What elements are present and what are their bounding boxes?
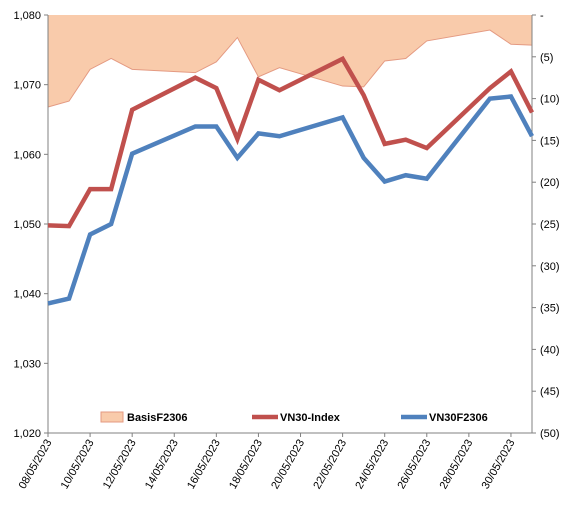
- y-left-tick-label: 1,050: [13, 219, 41, 231]
- x-tick-label: 10/05/2023: [59, 438, 97, 492]
- y-left-tick-label: 1,020: [13, 428, 41, 440]
- legend: BasisF2306 VN30-Index VN30F2306: [100, 411, 488, 424]
- x-tick-label: 16/05/2023: [185, 438, 223, 492]
- vn30-index-line: [47, 55, 535, 229]
- x-tick-label: 18/05/2023: [227, 438, 265, 492]
- legend-label-vn30-index: VN30-Index: [280, 412, 341, 424]
- basis-area-fill: [48, 15, 532, 107]
- y-right-tick-label: (5): [540, 52, 553, 64]
- y-left-tick-labels: 1,020 1,030 1,040 1,050 1,060 1,070 1,080: [13, 10, 41, 440]
- basis-area-edge: [47, 29, 533, 108]
- y-right-tick-label: (15): [540, 135, 560, 147]
- x-tick-label: 20/05/2023: [269, 438, 307, 492]
- y-right-tick-label: -: [540, 10, 544, 22]
- y-left-tick-label: 1,060: [13, 149, 41, 161]
- y-left-tick-label: 1,040: [13, 289, 41, 301]
- x-tick-label: 28/05/2023: [438, 438, 476, 492]
- x-tick-label: 14/05/2023: [143, 438, 181, 492]
- x-tick-label: 24/05/2023: [353, 438, 391, 492]
- x-tick-label: 22/05/2023: [311, 438, 349, 492]
- vn30f2306-line: [47, 94, 534, 306]
- y-right-tick-label: (45): [540, 386, 560, 398]
- y-right-tick-label: (40): [540, 344, 560, 356]
- y-right-tick-label: (10): [540, 94, 560, 106]
- legend-label-basisf2306: BasisF2306: [127, 412, 188, 424]
- y-left-tick-label: 1,070: [13, 80, 41, 92]
- x-tick-label: 30/05/2023: [480, 438, 518, 492]
- y-right-tick-label: (25): [540, 219, 560, 231]
- x-tick-label: 08/05/2023: [17, 438, 55, 492]
- legend-swatch-basisf2306: [100, 411, 124, 423]
- y-left-tick-label: 1,030: [13, 358, 41, 370]
- legend-label-vn30f2306: VN30F2306: [429, 412, 488, 424]
- axes-layer: [44, 14, 536, 437]
- y-left-tick-label: 1,080: [13, 10, 41, 22]
- y-right-tick-label: (30): [540, 261, 560, 273]
- x-tick-labels: 08/05/2023 10/05/2023 12/05/2023 14/05/2023…: [17, 438, 518, 492]
- y-right-tick-labels: (50) (45) (40) (35) (30) (25) (20) (15) (10) (5) -: [540, 10, 560, 440]
- area-layer: [47, 15, 533, 108]
- y-right-tick-label: (50): [540, 428, 560, 440]
- lines-layer: [47, 55, 535, 306]
- y-right-tick-label: (20): [540, 177, 560, 189]
- x-tick-label: 12/05/2023: [101, 438, 139, 492]
- y-right-tick-label: (35): [540, 303, 560, 315]
- x-tick-label: 26/05/2023: [395, 438, 433, 492]
